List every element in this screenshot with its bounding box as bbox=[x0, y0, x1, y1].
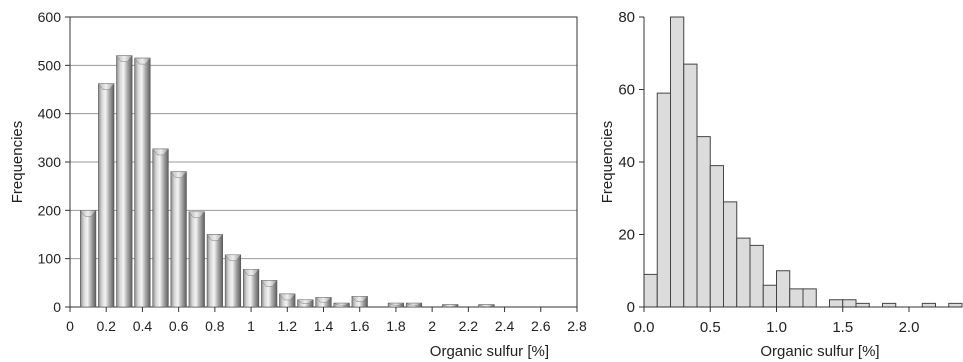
left-y-tick-label: 200 bbox=[38, 202, 62, 218]
left-bar bbox=[387, 302, 405, 308]
left-y-tick-labels: 0 100 200 300 400 500 600 bbox=[38, 9, 70, 315]
right-bars bbox=[643, 16, 963, 308]
left-bar bbox=[405, 302, 423, 308]
left-x-tick-label: 0.2 bbox=[96, 318, 116, 334]
right-bar bbox=[842, 299, 857, 308]
left-x-tick-label: 1 bbox=[247, 318, 255, 334]
left-x-tick-label: 1.6 bbox=[350, 318, 370, 334]
left-y-tick-label: 600 bbox=[38, 9, 62, 25]
right-x-axis-label: Organic sulfur [%] bbox=[760, 343, 879, 360]
right-x-tick-label: 2.0 bbox=[899, 319, 920, 336]
right-bar bbox=[683, 63, 698, 308]
left-x-tick-label: 0.8 bbox=[205, 318, 225, 334]
right-y-tick-label: 80 bbox=[618, 9, 635, 26]
left-y-tick-label: 500 bbox=[38, 57, 62, 73]
right-y-tick-label: 40 bbox=[618, 154, 635, 171]
left-bar bbox=[297, 299, 314, 308]
left-bar bbox=[478, 304, 495, 308]
left-x-tick-label: 2.4 bbox=[495, 318, 515, 334]
left-bar bbox=[333, 302, 350, 308]
right-x-tick-label: 0.5 bbox=[700, 319, 721, 336]
left-x-tick-label: 2.8 bbox=[567, 318, 587, 334]
left-bar bbox=[170, 171, 187, 308]
left-x-tick-label: 2 bbox=[428, 318, 436, 334]
right-bar bbox=[643, 273, 658, 308]
histogram-left: 0 100 200 300 400 500 600 0 0.2 0.4 0.6 0.8 1 1.2 1.4… bbox=[9, 9, 587, 360]
right-bar bbox=[829, 299, 844, 308]
left-bar bbox=[242, 268, 260, 308]
left-y-tick-label: 300 bbox=[38, 154, 62, 170]
left-bar bbox=[152, 148, 169, 308]
left-x-axis-label: Organic sulfur [%] bbox=[430, 343, 549, 360]
histogram-right: 0 20 40 60 80 0.0 0.5 1.0 1.5 2.0 Frequencies Or… bbox=[599, 9, 963, 360]
right-bar bbox=[948, 302, 963, 308]
right-y-tick-labels: 0 20 40 60 80 bbox=[618, 9, 644, 316]
right-bar bbox=[736, 237, 751, 308]
left-x-tick-label: 0.4 bbox=[133, 318, 153, 334]
left-bar bbox=[315, 297, 332, 308]
left-y-tick-label: 100 bbox=[38, 251, 62, 267]
left-bar bbox=[188, 211, 205, 308]
right-bar bbox=[762, 284, 777, 308]
right-bar bbox=[709, 165, 724, 308]
left-bar bbox=[79, 210, 97, 308]
left-x-tick-label: 2.2 bbox=[459, 318, 479, 334]
left-bar bbox=[260, 280, 278, 308]
right-bar bbox=[789, 288, 804, 308]
left-x-tick-label: 0 bbox=[66, 318, 74, 334]
left-bar bbox=[98, 83, 115, 308]
right-y-tick-label: 0 bbox=[627, 299, 635, 316]
left-bar bbox=[134, 57, 151, 308]
right-y-tick-label: 20 bbox=[618, 227, 635, 244]
right-bar bbox=[921, 302, 936, 308]
right-bar bbox=[696, 136, 711, 308]
right-bar bbox=[802, 288, 817, 308]
left-y-tick-label: 400 bbox=[38, 106, 62, 122]
right-y-axis-label: Frequencies bbox=[599, 121, 616, 204]
right-bar bbox=[882, 302, 897, 308]
left-x-tick-label: 0.6 bbox=[169, 318, 189, 334]
left-bar bbox=[206, 234, 224, 308]
left-bar bbox=[224, 254, 242, 308]
right-bar bbox=[670, 16, 685, 308]
left-x-tick-label: 1.8 bbox=[386, 318, 406, 334]
left-bar bbox=[279, 293, 296, 308]
right-y-tick-label: 60 bbox=[618, 82, 635, 99]
right-bar bbox=[749, 244, 764, 308]
left-x-tick-label: 1.4 bbox=[314, 318, 334, 334]
right-bar bbox=[723, 201, 738, 308]
right-x-tick-label: 1.5 bbox=[832, 319, 853, 336]
left-x-tick-label: 2.6 bbox=[531, 318, 551, 334]
left-x-tick-labels: 0 0.2 0.4 0.6 0.8 1 1.2 1.4 1.6 1.8 2 2.2 2.4 2.6 2.8 bbox=[66, 307, 587, 334]
left-y-axis-label: Frequencies bbox=[9, 121, 26, 204]
left-bar bbox=[442, 304, 459, 308]
right-bar bbox=[776, 270, 791, 308]
left-y-tick-label: 0 bbox=[53, 299, 61, 315]
left-bar bbox=[351, 296, 368, 308]
right-x-tick-label: 0.0 bbox=[634, 319, 655, 336]
left-x-tick-label: 1.2 bbox=[278, 318, 298, 334]
left-bars bbox=[79, 55, 495, 308]
right-x-tick-labels: 0.0 0.5 1.0 1.5 2.0 bbox=[634, 307, 920, 336]
right-x-tick-label: 1.0 bbox=[766, 319, 787, 336]
left-bar bbox=[116, 55, 133, 308]
right-bar bbox=[656, 92, 671, 308]
right-bar bbox=[855, 302, 870, 308]
